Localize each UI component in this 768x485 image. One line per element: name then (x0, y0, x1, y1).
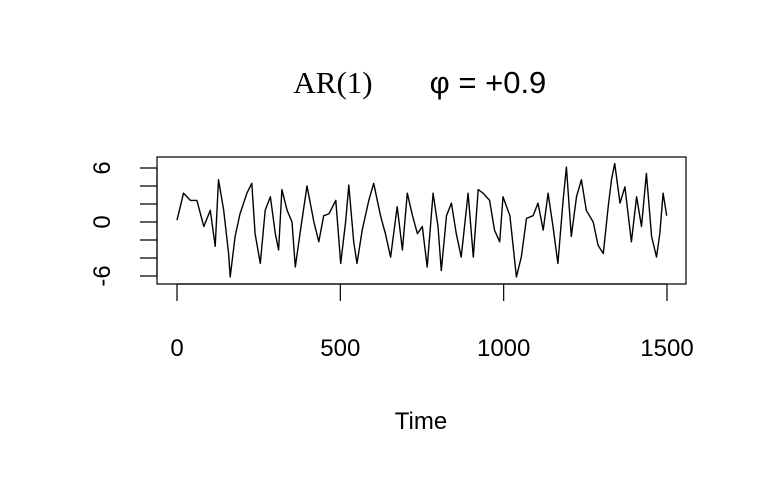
y-axis: -6 0 6 (89, 161, 158, 287)
x-axis: 0 500 1000 1500 (170, 283, 694, 362)
chart-title-model: AR(1) (293, 65, 372, 100)
y-tick-label: 0 (89, 215, 116, 228)
x-tick-label: 1500 (640, 335, 693, 362)
x-tick-label: 500 (320, 335, 360, 362)
chart-title-parameter: φ = +0.9 (430, 65, 547, 100)
series-line (176, 162, 668, 278)
y-tick-label: -6 (89, 265, 116, 286)
x-tick-label: 0 (170, 335, 183, 362)
y-tick-label: 6 (89, 161, 116, 174)
x-axis-label: Time (395, 408, 447, 435)
x-tick-label: 1000 (477, 335, 530, 362)
